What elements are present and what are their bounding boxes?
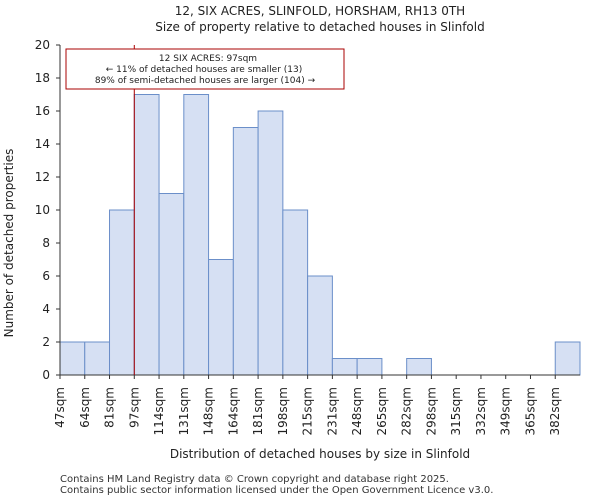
x-tick-label-231sqm: 231sqm <box>325 387 339 435</box>
bar-282sqm <box>406 358 432 376</box>
y-tick-label-18: 18 <box>35 71 50 85</box>
y-tick-label-20: 20 <box>35 38 50 52</box>
footer-line1: Contains HM Land Registry data © Crown c… <box>60 474 449 485</box>
bar-164sqm <box>232 127 259 376</box>
y-tick-label-0: 0 <box>42 368 50 382</box>
x-tick-label-315sqm: 315sqm <box>449 387 463 435</box>
bar-231sqm <box>331 358 358 376</box>
y-tick-label-14: 14 <box>35 137 50 151</box>
x-tick-label-81sqm: 81sqm <box>103 387 117 428</box>
x-tick-label-365sqm: 365sqm <box>523 387 537 435</box>
annotation-border <box>65 48 345 90</box>
bar-114sqm <box>158 193 185 376</box>
x-tick-label-265sqm: 265sqm <box>375 387 389 435</box>
bar-215sqm <box>307 275 333 376</box>
x-tick-label-47sqm: 47sqm <box>53 387 67 428</box>
bar-64sqm <box>84 341 111 376</box>
y-tick-label-6: 6 <box>42 269 50 283</box>
x-tick-label-248sqm: 248sqm <box>350 387 364 435</box>
y-tick-label-2: 2 <box>42 335 50 349</box>
x-tick-label-298sqm: 298sqm <box>424 387 438 435</box>
bar-148sqm <box>208 259 234 376</box>
bar-248sqm <box>356 358 383 376</box>
x-tick-label-114sqm: 114sqm <box>152 387 166 435</box>
x-tick-label-382sqm: 382sqm <box>548 387 562 435</box>
bar-47sqm <box>59 341 86 376</box>
x-tick-label-282sqm: 282sqm <box>400 387 414 435</box>
bar-97sqm <box>133 94 160 376</box>
y-tick-label-10: 10 <box>35 203 50 217</box>
x-tick-label-64sqm: 64sqm <box>78 387 92 428</box>
bar-81sqm <box>109 209 135 376</box>
annotation-line1: 12 SIX ACRES: 97sqm <box>159 54 257 64</box>
chart-title-line2: Size of property relative to detached ho… <box>155 20 484 34</box>
bar-181sqm <box>257 110 284 376</box>
y-tick-label-4: 4 <box>42 302 50 316</box>
annotation-line2: ← 11% of detached houses are smaller (13… <box>106 65 303 75</box>
y-tick-label-12: 12 <box>35 170 50 184</box>
y-tick-label-8: 8 <box>42 236 50 250</box>
x-tick-label-97sqm: 97sqm <box>127 387 141 428</box>
x-tick-label-332sqm: 332sqm <box>474 387 488 435</box>
x-tick-label-349sqm: 349sqm <box>499 387 513 435</box>
x-tick-label-215sqm: 215sqm <box>301 387 315 435</box>
x-tick-label-164sqm: 164sqm <box>226 387 240 435</box>
footer-line2: Contains public sector information licen… <box>60 485 494 496</box>
x-axis-label: Distribution of detached houses by size … <box>170 447 470 461</box>
bar-198sqm <box>282 209 309 376</box>
y-axis-label: Number of detached properties <box>2 149 16 338</box>
bar-382sqm <box>554 341 581 376</box>
x-tick-label-131sqm: 131sqm <box>177 387 191 435</box>
annotation-line3: 89% of semi-detached houses are larger (… <box>95 76 316 86</box>
x-tick-label-198sqm: 198sqm <box>276 387 290 435</box>
annotation-box: 12 SIX ACRES: 97sqm ← 11% of detached ho… <box>65 48 345 90</box>
bar-131sqm <box>183 94 210 376</box>
y-tick-label-16: 16 <box>35 104 50 118</box>
x-tick-label-181sqm: 181sqm <box>251 387 265 435</box>
x-tick-label-148sqm: 148sqm <box>202 387 216 435</box>
chart-title-line1: 12, SIX ACRES, SLINFOLD, HORSHAM, RH13 0… <box>175 4 465 18</box>
